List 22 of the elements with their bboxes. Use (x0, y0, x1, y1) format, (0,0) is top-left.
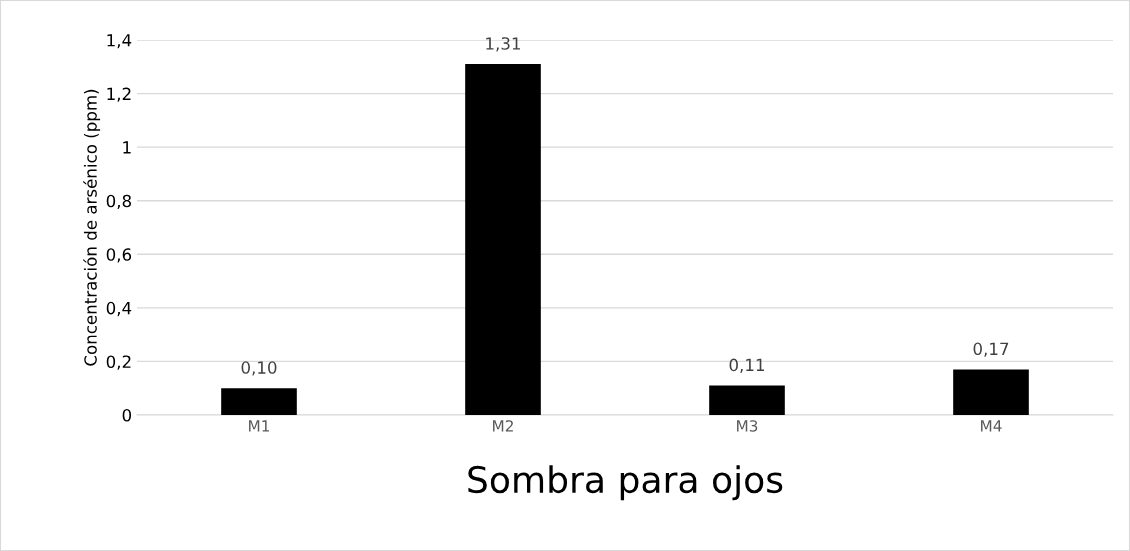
data-label: 1,31 (486, 37, 521, 52)
x-axis-title: Sombra para ojos (468, 465, 783, 501)
data-label: 0,17 (973, 342, 1009, 357)
y-tick-label: 0,8 (106, 194, 131, 209)
x-tick-label: M2 (493, 420, 513, 432)
y-tick-label: 0,6 (106, 248, 132, 263)
y-tick-label: 1,2 (107, 87, 131, 102)
y-axis-title: Concentración de arsénico (ppm) (83, 89, 101, 366)
x-tick-label: M1 (249, 420, 270, 432)
x-tick-label: M3 (737, 420, 758, 432)
data-label: 0,10 (241, 361, 277, 376)
bar (709, 385, 785, 415)
y-tick-label: 0,4 (106, 301, 132, 317)
bar (465, 64, 541, 415)
y-tick-label: 1 (123, 141, 131, 154)
bar (221, 388, 297, 415)
data-label: 0,11 (729, 358, 765, 373)
y-tick-label: 1,4 (107, 34, 132, 49)
x-tick-label: M4 (981, 420, 1002, 432)
bar (953, 369, 1029, 415)
y-tick-label: 0 (122, 408, 132, 422)
y-tick-label: 0,2 (106, 355, 131, 370)
